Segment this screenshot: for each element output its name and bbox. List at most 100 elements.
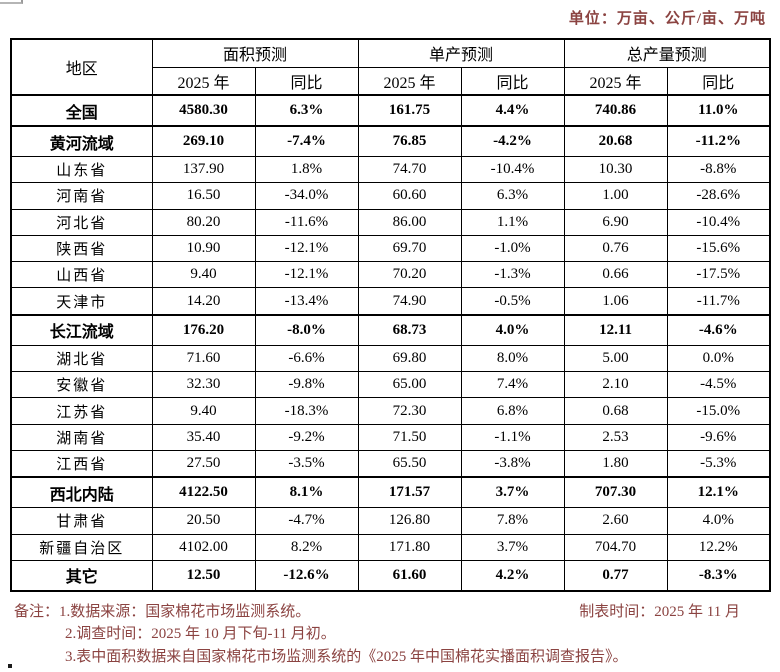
value-cell: 176.20 bbox=[151, 313, 256, 346]
value-cell: 0.76 bbox=[563, 234, 668, 263]
value-cell: 2.60 bbox=[563, 507, 668, 535]
value-cell: 6.8% bbox=[460, 397, 565, 425]
value-cell: 1.8% bbox=[254, 156, 359, 184]
value-cell: 126.80 bbox=[357, 507, 462, 535]
value-cell: 1.00 bbox=[563, 182, 668, 210]
value-cell: 70.20 bbox=[357, 261, 462, 289]
header-yield-yoy: 同比 bbox=[460, 66, 565, 96]
value-cell: -28.6% bbox=[666, 182, 771, 210]
value-cell: -1.1% bbox=[460, 423, 565, 451]
value-cell: 71.50 bbox=[357, 423, 462, 451]
value-cell: 0.66 bbox=[563, 261, 668, 289]
value-cell: 0.77 bbox=[563, 559, 668, 592]
value-cell: -12.6% bbox=[254, 559, 359, 592]
value-cell: 8.0% bbox=[460, 344, 565, 373]
clipped-window-corner bbox=[0, 0, 23, 4]
value-cell: 4.0% bbox=[460, 313, 565, 346]
stray-dot bbox=[8, 664, 12, 668]
table-header: 地区 面积预测 单产预测 总产量预测 2025 年 同比 2025 年 同比 2… bbox=[10, 38, 771, 96]
value-cell: 1.1% bbox=[460, 208, 565, 236]
table-row: 西北内陆 4122.50 8.1% 171.57 3.7% 707.30 12.1% bbox=[10, 476, 771, 509]
value-cell: -1.0% bbox=[460, 234, 565, 263]
value-cell: 3.7% bbox=[460, 476, 565, 509]
value-cell: 0.0% bbox=[666, 344, 771, 373]
header-output-forecast: 总产量预测 bbox=[563, 38, 771, 68]
value-cell: 76.85 bbox=[357, 125, 462, 158]
value-cell: 12.11 bbox=[563, 313, 668, 346]
value-cell: 2.10 bbox=[563, 371, 668, 399]
header-output-yoy: 同比 bbox=[666, 66, 771, 96]
value-cell: -0.5% bbox=[460, 287, 565, 316]
value-cell: 16.50 bbox=[151, 182, 256, 210]
value-cell: 707.30 bbox=[563, 476, 668, 509]
cotton-forecast-table: 地区 面积预测 单产预测 总产量预测 2025 年 同比 2025 年 同比 2… bbox=[10, 38, 772, 592]
value-cell: -10.4% bbox=[666, 208, 771, 236]
value-cell: -4.6% bbox=[666, 313, 771, 346]
value-cell: 27.50 bbox=[151, 449, 256, 478]
value-cell: 65.50 bbox=[357, 449, 462, 478]
value-cell: 69.70 bbox=[357, 234, 462, 263]
note-source: 备注：1.数据来源：国家棉花市场监测系统。 bbox=[14, 604, 311, 620]
value-cell: 10.90 bbox=[151, 234, 256, 263]
value-cell: -9.6% bbox=[666, 423, 771, 451]
region-cell: 河南省 bbox=[10, 182, 153, 210]
value-cell: 4122.50 bbox=[151, 476, 256, 509]
value-cell: -8.0% bbox=[254, 313, 359, 346]
value-cell: 9.40 bbox=[151, 397, 256, 425]
region-cell: 湖北省 bbox=[10, 344, 153, 373]
value-cell: 7.8% bbox=[460, 507, 565, 535]
value-cell: 20.68 bbox=[563, 125, 668, 158]
value-cell: 12.50 bbox=[151, 559, 256, 592]
region-cell: 江西省 bbox=[10, 449, 153, 478]
table-row: 湖南省 35.40 -9.2% 71.50 -1.1% 2.53 -9.6% bbox=[10, 423, 771, 451]
header-yield-year: 2025 年 bbox=[357, 66, 462, 96]
value-cell: 32.30 bbox=[151, 371, 256, 399]
value-cell: 4.4% bbox=[460, 93, 565, 127]
value-cell: -11.6% bbox=[254, 208, 359, 236]
value-cell: 35.40 bbox=[151, 423, 256, 451]
value-cell: -17.5% bbox=[666, 261, 771, 289]
table-row: 陕西省 10.90 -12.1% 69.70 -1.0% 0.76 -15.6% bbox=[10, 234, 771, 263]
value-cell: -8.8% bbox=[666, 156, 771, 184]
value-cell: 80.20 bbox=[151, 208, 256, 236]
value-cell: 2.53 bbox=[563, 423, 668, 451]
value-cell: 740.86 bbox=[563, 93, 668, 127]
value-cell: -9.8% bbox=[254, 371, 359, 399]
value-cell: 86.00 bbox=[357, 208, 462, 236]
value-cell: 14.20 bbox=[151, 287, 256, 316]
value-cell: 3.7% bbox=[460, 533, 565, 561]
region-cell: 甘肃省 bbox=[10, 507, 153, 535]
table-row: 甘肃省 20.50 -4.7% 126.80 7.8% 2.60 4.0% bbox=[10, 507, 771, 535]
region-cell: 全国 bbox=[10, 93, 153, 127]
region-cell: 湖南省 bbox=[10, 423, 153, 451]
region-cell: 长江流域 bbox=[10, 313, 153, 346]
table-row: 江西省 27.50 -3.5% 65.50 -3.8% 1.80 -5.3% bbox=[10, 449, 771, 478]
region-cell: 陕西省 bbox=[10, 234, 153, 263]
header-region: 地区 bbox=[10, 38, 153, 96]
value-cell: -15.0% bbox=[666, 397, 771, 425]
header-sub-row: 2025 年 同比 2025 年 同比 2025 年 同比 bbox=[11, 66, 771, 96]
value-cell: 6.90 bbox=[563, 208, 668, 236]
value-cell: -11.7% bbox=[666, 287, 771, 316]
value-cell: 171.57 bbox=[357, 476, 462, 509]
value-cell: -11.2% bbox=[666, 125, 771, 158]
value-cell: -6.6% bbox=[254, 344, 359, 373]
value-cell: 11.0% bbox=[666, 93, 771, 127]
value-cell: -10.4% bbox=[460, 156, 565, 184]
region-cell: 新疆自治区 bbox=[10, 533, 153, 561]
table-row: 安徽省 32.30 -9.8% 65.00 7.4% 2.10 -4.5% bbox=[10, 371, 771, 399]
table-row: 山东省 137.90 1.8% 74.70 -10.4% 10.30 -8.8% bbox=[10, 156, 771, 184]
region-cell: 西北内陆 bbox=[10, 476, 153, 509]
value-cell: 8.1% bbox=[254, 476, 359, 509]
table-row: 其它 12.50 -12.6% 61.60 4.2% 0.77 -8.3% bbox=[10, 559, 771, 592]
value-cell: -12.1% bbox=[254, 261, 359, 289]
value-cell: 704.70 bbox=[563, 533, 668, 561]
value-cell: -1.3% bbox=[460, 261, 565, 289]
header-output-year: 2025 年 bbox=[563, 66, 668, 96]
region-cell: 山东省 bbox=[10, 156, 153, 184]
value-cell: 161.75 bbox=[357, 93, 462, 127]
value-cell: 6.3% bbox=[254, 93, 359, 127]
value-cell: -3.5% bbox=[254, 449, 359, 478]
value-cell: 60.60 bbox=[357, 182, 462, 210]
header-area-yoy: 同比 bbox=[254, 66, 359, 96]
